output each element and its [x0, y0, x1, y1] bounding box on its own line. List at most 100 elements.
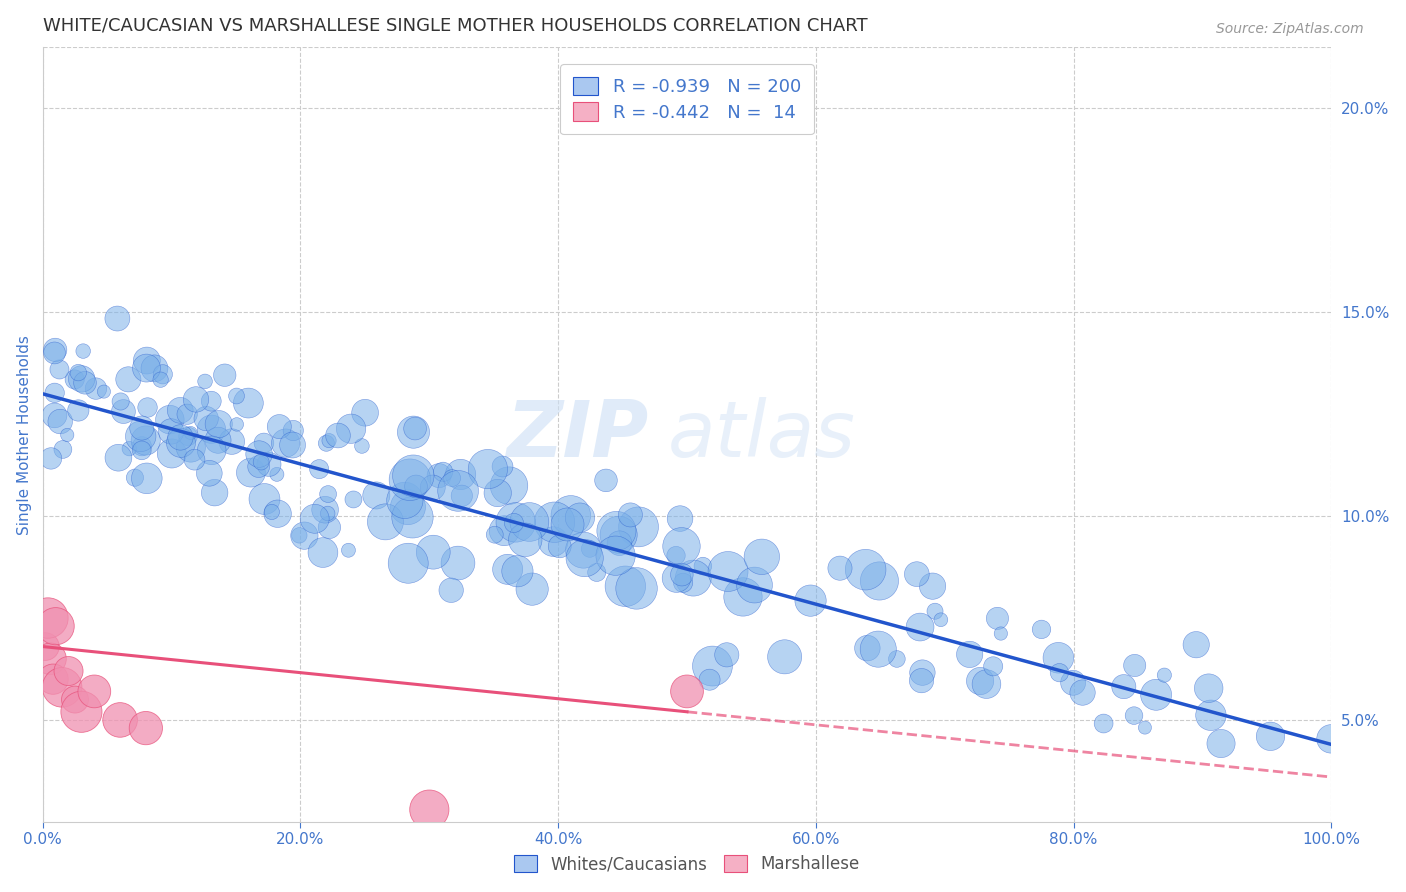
Point [247, 459, 270, 474]
Point [180, 425, 202, 440]
Point [108, 713, 131, 727]
Point [543, 515, 565, 529]
Point [447, 556, 470, 570]
Point [112, 404, 135, 418]
Point [312, 545, 335, 559]
Point [578, 541, 600, 556]
Point [572, 543, 595, 558]
Point [67, 403, 90, 417]
Point [751, 549, 773, 564]
Point [440, 583, 463, 598]
Point [929, 613, 952, 627]
Text: Source: ZipAtlas.com: Source: ZipAtlas.com [1216, 22, 1364, 37]
Point [208, 417, 231, 431]
Point [744, 578, 766, 592]
Point [702, 659, 724, 673]
Point [84, 382, 107, 396]
Point [238, 396, 260, 410]
Point [486, 486, 509, 500]
Point [337, 543, 360, 558]
Point [548, 539, 571, 553]
Point [37, 611, 59, 625]
Point [671, 567, 693, 582]
Point [494, 524, 516, 538]
Point [131, 443, 153, 458]
Point [405, 479, 427, 493]
Point [70, 372, 93, 386]
Point [981, 659, 1004, 673]
Point [1123, 658, 1146, 673]
Point [1320, 731, 1343, 746]
Point [42, 672, 65, 686]
Point [135, 721, 157, 735]
Point [1112, 680, 1135, 694]
Point [56, 428, 79, 442]
Point [39, 451, 62, 466]
Point [1071, 685, 1094, 699]
Point [274, 436, 297, 450]
Point [308, 462, 330, 476]
Point [959, 648, 981, 662]
Point [204, 485, 226, 500]
Point [214, 368, 236, 383]
Point [304, 512, 326, 526]
Point [350, 439, 373, 453]
Point [800, 593, 823, 607]
Point [404, 421, 426, 435]
Point [609, 536, 631, 550]
Point [73, 376, 96, 390]
Text: atlas: atlas [668, 397, 856, 473]
Text: WHITE/CAUCASIAN VS MARSHALLESE SINGLE MOTHER HOUSEHOLDS CORRELATION CHART: WHITE/CAUCASIAN VS MARSHALLESE SINGLE MO… [42, 17, 868, 35]
Point [1209, 737, 1232, 751]
Text: ZIP: ZIP [506, 397, 648, 473]
Point [374, 515, 396, 529]
Point [198, 467, 221, 481]
Point [257, 458, 280, 472]
Point [910, 673, 932, 688]
Point [665, 549, 688, 563]
Point [44, 409, 66, 423]
Point [260, 505, 283, 519]
Point [194, 375, 217, 389]
Point [183, 452, 205, 467]
Point [316, 507, 339, 521]
Point [557, 517, 579, 532]
Point [1153, 668, 1175, 682]
Point [976, 677, 998, 691]
Point [239, 466, 262, 480]
Point [51, 681, 73, 695]
Point [200, 394, 222, 409]
Point [498, 478, 520, 492]
Point [619, 508, 641, 522]
Point [159, 412, 181, 426]
Point [505, 516, 527, 530]
Point [1199, 708, 1222, 723]
Point [160, 425, 183, 439]
Point [170, 436, 193, 450]
Point [855, 563, 877, 577]
Point [520, 582, 543, 596]
Point [1062, 675, 1084, 690]
Point [44, 385, 66, 400]
Point [266, 467, 288, 482]
Point [129, 429, 152, 443]
Legend: Whites/Caucasians, Marshallese: Whites/Caucasians, Marshallese [503, 845, 870, 883]
Point [200, 422, 222, 436]
Point [354, 406, 377, 420]
Point [1123, 708, 1146, 723]
Point [905, 567, 928, 582]
Point [269, 419, 291, 434]
Point [676, 684, 699, 698]
Point [253, 491, 276, 506]
Point [131, 421, 153, 435]
Point [491, 459, 513, 474]
Point [541, 534, 564, 549]
Point [152, 368, 174, 382]
Point [118, 442, 141, 456]
Point [316, 487, 339, 501]
Point [110, 394, 132, 409]
Point [924, 604, 946, 618]
Point [225, 417, 247, 432]
Point [160, 446, 183, 460]
Point [135, 471, 157, 485]
